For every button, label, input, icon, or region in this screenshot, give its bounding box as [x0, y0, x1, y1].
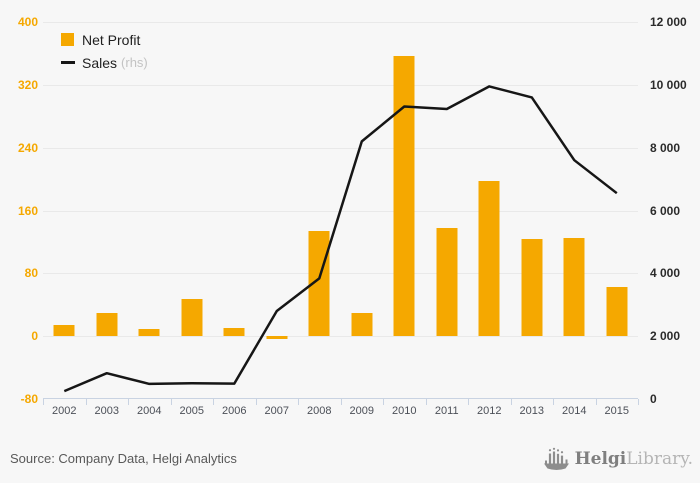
net-profit-bar [478, 180, 500, 337]
right-axis-tick-label: 6 000 [650, 203, 681, 218]
left-axis-tick-label: -80 [20, 392, 38, 406]
left-axis-tick-label: 400 [17, 15, 38, 29]
net-profit-bar [266, 336, 288, 340]
left-axis-tick-label: 80 [24, 266, 38, 281]
right-axis-tick-label: 12 000 [650, 15, 687, 29]
logo-text-library: Library. [626, 449, 693, 469]
net-profit-legend-label: Net Profit [82, 31, 141, 48]
x-axis-tick [383, 399, 384, 405]
sales-line-swatch-icon [61, 61, 75, 64]
x-axis-tick [553, 399, 554, 405]
x-axis-tick [43, 399, 44, 405]
x-axis-year-label: 2005 [179, 405, 204, 417]
x-axis-year-label: 2002 [52, 405, 77, 417]
net-profit-bar [351, 312, 373, 337]
x-axis-tick [468, 399, 469, 405]
x-axis-tick [425, 399, 427, 405]
legend-item-sales: Sales (rhs) [61, 51, 148, 74]
x-axis-line [43, 398, 638, 399]
x-axis-year-label: 2013 [519, 405, 544, 417]
gridline [43, 273, 638, 275]
x-axis-year-label: 2007 [264, 405, 289, 417]
x-axis-tick [170, 399, 172, 405]
helgi-library-logo-icon [543, 447, 569, 470]
logo-text-helgi: Helgi [574, 449, 627, 469]
x-axis-tick [298, 399, 299, 405]
net-profit-bar [223, 327, 245, 337]
x-axis-tick [255, 399, 257, 405]
x-axis-tick [510, 399, 512, 405]
net-profit-bar [436, 227, 458, 337]
gridline [43, 84, 638, 86]
helgi-library-logo: HelgiLibrary. [543, 447, 693, 471]
right-axis-tick-label: 10 000 [650, 77, 687, 92]
x-axis-year-label: 2009 [349, 405, 374, 417]
x-axis-year-label: 2008 [307, 405, 332, 417]
left-axis-tick-label: 240 [17, 140, 38, 155]
sales-legend-suffix: (rhs) [121, 55, 148, 70]
net-profit-bar [96, 313, 118, 337]
right-axis-tick-label: 8 000 [650, 140, 681, 155]
x-axis-year-label: 2012 [477, 405, 502, 417]
right-axis-tick-label: 2 000 [650, 329, 681, 344]
left-axis-tick-label: 0 [31, 329, 38, 344]
right-axis-tick-label: 0 [650, 392, 657, 406]
net-profit-swatch-icon [61, 33, 74, 46]
x-axis-year-label: 2006 [222, 405, 247, 417]
sales-legend-label: Sales [82, 54, 118, 71]
source-note: Source: Company Data, Helgi Analytics [10, 451, 237, 466]
left-axis-tick-label: 320 [17, 77, 38, 92]
net-profit-bar [181, 299, 203, 337]
legend-item-net-profit: Net Profit [61, 28, 148, 51]
net-profit-bar [521, 238, 543, 337]
x-axis-tick [340, 399, 342, 405]
plot-area [43, 22, 639, 405]
net-profit-bar [606, 287, 628, 337]
right-axis-tick-label: 4 000 [650, 266, 681, 281]
sales-line [63, 85, 618, 393]
net-profit-bar [138, 329, 160, 337]
left-axis-tick-label: 160 [17, 203, 38, 218]
gridline [43, 22, 638, 23]
legend: Net Profit Sales (rhs) [61, 28, 148, 74]
x-axis-year-label: 2015 [604, 405, 629, 417]
x-axis-tick [213, 399, 214, 405]
x-axis-tick [128, 399, 129, 405]
net-profit-bar [393, 55, 415, 337]
x-axis-tick [85, 399, 87, 405]
x-axis-year-label: 2010 [392, 405, 417, 417]
x-axis-year-label: 2003 [94, 405, 119, 417]
x-axis-tick [595, 399, 597, 405]
helgi-library-logo-text: HelgiLibrary. [575, 448, 693, 470]
gridline [43, 147, 638, 149]
x-axis-year-label: 2011 [434, 405, 459, 417]
x-axis-year-label: 2014 [562, 405, 587, 417]
gridline [43, 336, 638, 338]
x-axis-year-label: 2004 [137, 405, 162, 417]
net-profit-bar [563, 237, 585, 337]
net-profit-bar [308, 230, 330, 337]
net-profit-bar [53, 325, 75, 337]
x-axis-tick [638, 399, 639, 405]
